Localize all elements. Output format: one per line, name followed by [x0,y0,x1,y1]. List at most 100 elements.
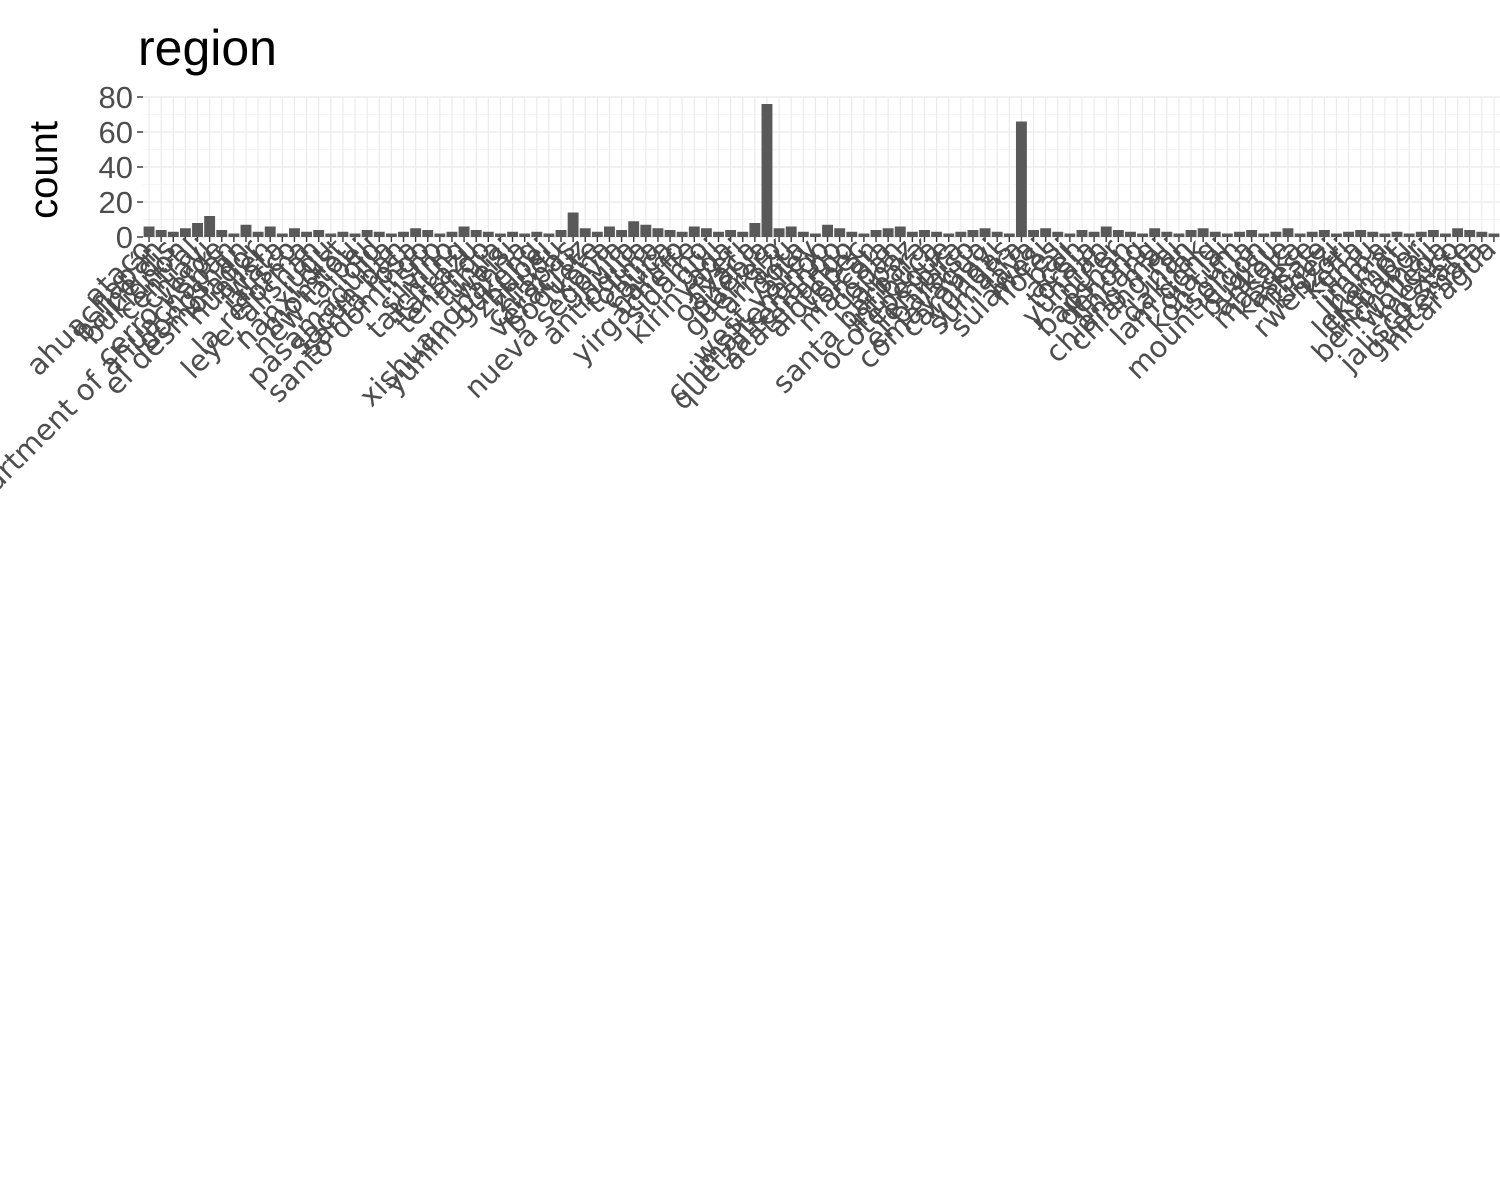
bar [1476,231,1488,237]
bar [555,230,567,237]
bar [301,231,313,237]
bar [179,228,191,237]
bar [1076,230,1088,237]
y-tick-label: 60 [99,115,133,150]
bar [640,224,652,237]
bar [1052,231,1064,237]
bar [979,228,991,237]
bar [1028,230,1039,237]
bar [422,230,434,237]
bar [664,230,676,237]
bar [773,228,785,237]
bar [797,231,809,237]
bar [1464,230,1476,237]
y-tick-label: 0 [116,220,133,255]
bar [1246,230,1258,237]
bar [531,231,543,237]
bar [906,231,918,237]
bar [604,226,615,237]
bar [700,228,712,237]
bar [931,231,943,237]
bar [1088,231,1100,237]
bar [1367,231,1379,237]
bar [446,231,458,237]
bar [228,233,240,237]
bar [1379,233,1391,237]
bar [894,226,906,237]
bar [1306,231,1318,237]
bar [155,230,167,237]
bar [1318,230,1330,237]
bar [349,233,361,237]
bar [725,230,737,237]
bar [846,231,858,237]
bar [591,231,603,237]
bar [410,228,422,237]
bar [1221,233,1233,237]
bar [519,233,531,237]
bar [955,231,967,237]
bar [943,233,955,237]
bar [1415,231,1427,237]
bar [676,231,688,237]
bar [749,223,761,237]
bar [361,230,373,237]
bar [204,216,216,237]
bar [252,231,264,237]
bar [1209,231,1221,237]
bar [398,231,409,237]
bar [567,212,579,237]
bar [991,231,1003,237]
bar [1100,226,1112,237]
bar [1440,233,1451,237]
bar [543,233,555,237]
y-axis-label: count [22,121,66,219]
bar [276,233,288,237]
bar [325,233,337,237]
bar [713,231,724,237]
bar [1040,228,1052,237]
bar [1294,233,1306,237]
bar [1391,231,1403,237]
bar [1270,231,1282,237]
y-tick-label: 40 [99,150,133,185]
bar [373,231,385,237]
bar [1149,228,1161,237]
bar [858,233,870,237]
bar [1003,233,1015,237]
bar [1112,230,1124,237]
bar [385,233,397,237]
bar [834,228,846,237]
bar [652,228,664,237]
bar [1355,230,1367,237]
bar [240,224,252,237]
bar [761,104,773,237]
bar [809,233,821,237]
bar [482,231,494,237]
bar [434,233,446,237]
grid-lines [143,96,1500,238]
bar [688,226,700,237]
bar [737,231,749,237]
bar [192,223,203,237]
bar [1452,228,1464,237]
bar [919,230,930,237]
bar [579,228,591,237]
bar [822,224,834,237]
bar [1125,231,1136,237]
bar [882,228,894,237]
bar [288,228,300,237]
bar [1173,233,1185,237]
y-tick-label: 80 [99,80,133,115]
bar [616,230,628,237]
bar [216,230,228,237]
bar [1488,233,1500,237]
bar [628,221,640,237]
y-tick-label: 20 [99,185,133,220]
bar [1258,233,1270,237]
bar [1137,233,1149,237]
bar [264,226,276,237]
bar [337,231,349,237]
bar [507,231,518,237]
